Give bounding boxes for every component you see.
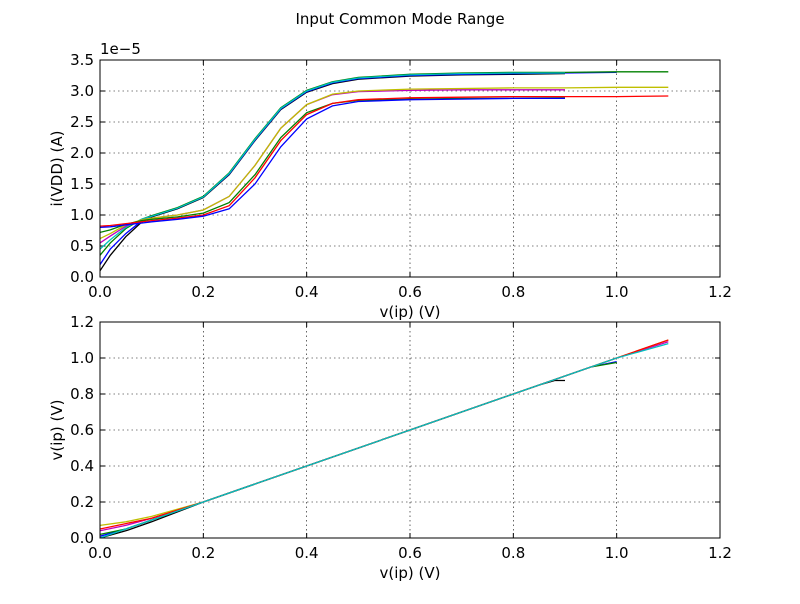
top-ytick-label: 3.5 [70,51,94,69]
bottom-plot-voltage: 0.0 0.2 0.4 0.6 0.8 1.0 1.2 0.0 0.2 0.4 0.6 0.8 1.0 1… [48,313,732,582]
bottom-ytick-label: 1.0 [70,349,94,367]
bottom-xtick-label: 0.0 [88,544,112,562]
top-ytick-label: 2.0 [70,144,94,162]
bottom-xtick-label: 1.2 [708,544,732,562]
top-offset-text: 1e−5 [100,40,141,58]
top-xtick-label: 0.8 [501,283,525,301]
top-xtick-label: 0.4 [295,283,319,301]
top-xtick-label: 0.6 [398,283,422,301]
figure-title: Input Common Mode Range [295,10,504,28]
top-xtick-label: 0.0 [88,283,112,301]
top-ytick-label: 3.0 [70,82,94,100]
bottom-xaxis-label: v(ip) (V) [379,564,440,582]
top-ytick-label: 2.5 [70,113,94,131]
bottom-xtick-label: 0.4 [295,544,319,562]
top-xtick-label: 0.2 [191,283,215,301]
bottom-xtick-label: 0.8 [501,544,525,562]
bottom-xtick-label: 0.2 [191,544,215,562]
top-plot-current: 0.0 0.2 0.4 0.6 0.8 1.0 1.2 0.0 0.5 1.0 1.5 2.0 2.5 3… [48,40,732,321]
top-xtick-label: 1.2 [708,283,732,301]
top-xaxis-label: v(ip) (V) [379,303,440,321]
top-ytick-label: 1.5 [70,175,94,193]
top-series-line-7 [100,95,669,227]
top-ytick-label: 0.0 [70,268,94,286]
bottom-series-line-6 [100,342,669,538]
top-yaxis-label: i(VDD) (A) [48,131,66,207]
top-xtick-label: 1.0 [605,283,629,301]
bottom-xtick-label: 0.6 [398,544,422,562]
bottom-ytick-label: 0.0 [70,529,94,547]
bottom-xtick-label: 1.0 [605,544,629,562]
bottom-ytick-label: 0.6 [70,421,94,439]
bottom-ytick-label: 0.8 [70,385,94,403]
bottom-ytick-label: 0.4 [70,457,94,475]
bottom-ytick-label: 1.2 [70,313,94,331]
bottom-yaxis-label: v(ip) (V) [48,399,66,460]
top-series-line-8 [100,97,565,229]
top-axes-frame [99,59,721,278]
top-ytick-label: 1.0 [70,206,94,224]
bottom-axes-frame [99,321,721,539]
bottom-ytick-label: 0.2 [70,493,94,511]
top-ytick-label: 0.5 [70,237,94,255]
